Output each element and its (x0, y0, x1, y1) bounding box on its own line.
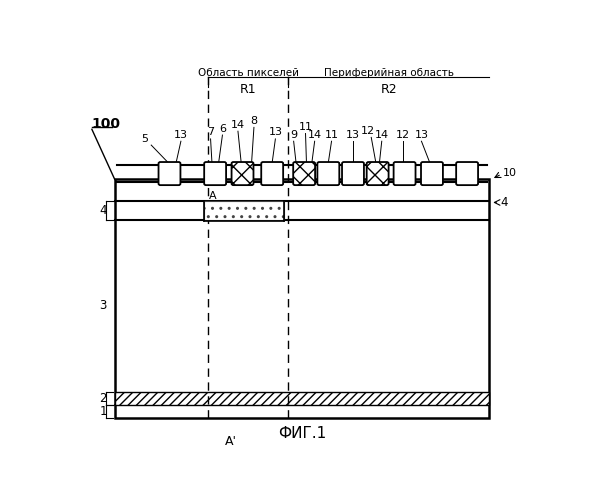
FancyBboxPatch shape (158, 162, 180, 185)
Text: ФИГ.1: ФИГ.1 (278, 426, 326, 441)
Text: 3: 3 (100, 300, 107, 312)
FancyBboxPatch shape (367, 162, 389, 185)
FancyBboxPatch shape (293, 162, 315, 185)
Text: 14: 14 (375, 130, 389, 140)
Text: 10: 10 (503, 168, 517, 178)
Text: 9: 9 (290, 130, 297, 140)
Text: Область пикселей: Область пикселей (198, 68, 299, 78)
Text: R1: R1 (240, 83, 257, 96)
FancyBboxPatch shape (421, 162, 443, 185)
Text: 14: 14 (307, 130, 322, 140)
Bar (115, 392, 489, 404)
Text: 7: 7 (207, 128, 214, 138)
Text: 5: 5 (141, 134, 148, 143)
FancyBboxPatch shape (204, 162, 226, 185)
Text: 13: 13 (415, 130, 428, 140)
Text: 4: 4 (501, 196, 508, 209)
FancyBboxPatch shape (262, 162, 283, 185)
Bar (204, 200, 284, 220)
Text: A: A (209, 190, 217, 200)
FancyBboxPatch shape (393, 162, 415, 185)
FancyBboxPatch shape (342, 162, 364, 185)
Text: R2: R2 (380, 83, 397, 96)
Text: 100: 100 (92, 116, 121, 130)
Text: Периферийная область: Периферийная область (323, 68, 454, 78)
Text: 13: 13 (346, 130, 360, 140)
Text: 13: 13 (269, 128, 282, 138)
Text: 1: 1 (100, 405, 107, 418)
Text: 4: 4 (100, 204, 107, 216)
Text: 13: 13 (174, 130, 188, 140)
Text: 2: 2 (100, 392, 107, 404)
Text: 6: 6 (219, 124, 226, 134)
Text: 11: 11 (325, 130, 339, 140)
Text: 8: 8 (250, 116, 257, 126)
Text: 11: 11 (299, 122, 313, 132)
Text: 12: 12 (396, 130, 411, 140)
FancyBboxPatch shape (456, 162, 478, 185)
Bar (115, 180, 489, 418)
Text: 14: 14 (231, 120, 245, 130)
FancyBboxPatch shape (317, 162, 339, 185)
Text: A': A' (225, 436, 237, 448)
Text: 12: 12 (361, 126, 375, 136)
FancyBboxPatch shape (231, 162, 253, 185)
